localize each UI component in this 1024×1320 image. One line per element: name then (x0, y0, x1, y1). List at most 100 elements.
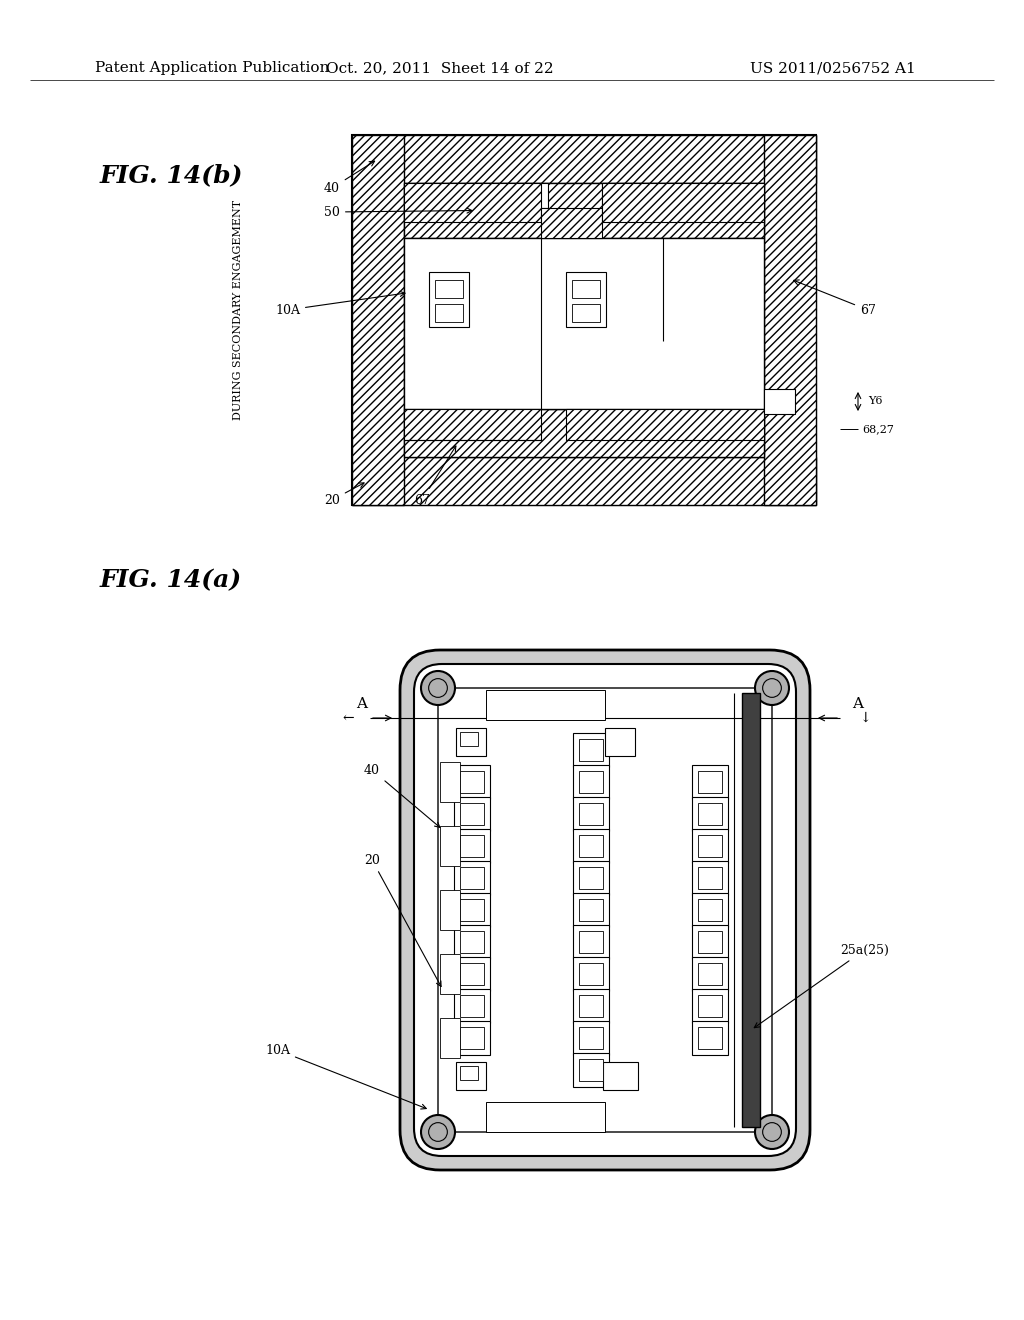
Bar (404, 183, 764, 238)
Bar (352, 135, 816, 506)
Bar (460, 803, 484, 825)
Bar (352, 135, 816, 183)
Bar (454, 797, 490, 832)
Bar (404, 238, 764, 409)
Circle shape (421, 1115, 455, 1148)
Bar (692, 989, 728, 1023)
Bar (456, 729, 486, 756)
Bar (579, 867, 603, 888)
Bar (486, 690, 605, 719)
Text: 10A: 10A (265, 1044, 426, 1109)
Bar (454, 989, 490, 1023)
Bar (573, 1053, 609, 1086)
Bar (579, 995, 603, 1016)
Text: US 2011/0256752 A1: US 2011/0256752 A1 (750, 61, 915, 75)
Bar (460, 964, 484, 985)
Bar (698, 836, 722, 857)
Bar (579, 1027, 603, 1049)
Bar (440, 762, 460, 803)
Bar (573, 733, 609, 767)
Bar (352, 135, 404, 506)
Bar (692, 861, 728, 895)
Bar (579, 771, 603, 793)
Text: 68,27: 68,27 (862, 424, 894, 434)
Bar (572, 304, 600, 322)
Bar (460, 733, 478, 746)
Bar (404, 183, 541, 222)
Text: 25a(25): 25a(25) (755, 944, 889, 1028)
Bar (579, 1059, 603, 1081)
Bar (579, 899, 603, 921)
Bar (454, 894, 490, 927)
Text: 40: 40 (364, 763, 440, 828)
Circle shape (755, 1115, 790, 1148)
Bar (566, 409, 764, 440)
Text: A: A (356, 697, 368, 711)
Bar (573, 989, 609, 1023)
Bar (541, 207, 602, 238)
Bar (440, 890, 460, 931)
Bar (435, 280, 463, 298)
Bar (447, 183, 548, 207)
Bar (573, 957, 609, 991)
Bar (692, 894, 728, 927)
Bar (440, 1018, 460, 1059)
Bar (579, 931, 603, 953)
Circle shape (763, 678, 781, 697)
Text: 50: 50 (325, 206, 472, 219)
Bar (573, 829, 609, 863)
Bar (566, 272, 606, 327)
Text: FIG. 14(b): FIG. 14(b) (100, 162, 244, 187)
Bar (602, 183, 702, 207)
Bar (572, 280, 600, 298)
Text: A: A (853, 697, 863, 711)
FancyBboxPatch shape (414, 664, 796, 1156)
Bar (456, 1063, 486, 1090)
Bar (698, 1027, 722, 1049)
Bar (460, 1027, 484, 1049)
Bar (698, 803, 722, 825)
Text: ←: ← (342, 711, 354, 725)
Circle shape (429, 678, 447, 697)
Text: ↓: ↓ (859, 711, 870, 725)
Bar (742, 693, 760, 1127)
Bar (698, 964, 722, 985)
Bar (698, 995, 722, 1016)
Bar (440, 954, 460, 994)
Bar (605, 729, 635, 756)
Bar (692, 797, 728, 832)
Bar (454, 861, 490, 895)
Circle shape (755, 671, 790, 705)
Bar (460, 771, 484, 793)
Text: Y6: Y6 (868, 396, 883, 407)
Bar (698, 771, 722, 793)
Text: 40: 40 (324, 161, 375, 194)
Text: 20: 20 (365, 854, 441, 986)
Bar (603, 1063, 638, 1090)
Bar (440, 826, 460, 866)
Bar (460, 995, 484, 1016)
Bar (573, 894, 609, 927)
Bar (764, 389, 796, 414)
Bar (692, 766, 728, 799)
Bar (404, 409, 764, 457)
Bar (404, 409, 541, 440)
Bar (486, 1102, 605, 1133)
Bar (692, 829, 728, 863)
Bar (460, 931, 484, 953)
Bar (579, 964, 603, 985)
Circle shape (763, 1122, 781, 1142)
Circle shape (429, 1122, 447, 1142)
Bar (698, 931, 722, 953)
Bar (579, 803, 603, 825)
Text: DURING SECONDARY ENGAGEMENT: DURING SECONDARY ENGAGEMENT (233, 199, 243, 420)
Bar (764, 135, 816, 506)
Bar (454, 957, 490, 991)
Bar (460, 836, 484, 857)
Bar (352, 457, 816, 506)
Bar (573, 766, 609, 799)
Text: 20: 20 (325, 483, 365, 507)
Bar (573, 861, 609, 895)
Bar (698, 867, 722, 888)
Bar (429, 272, 469, 327)
